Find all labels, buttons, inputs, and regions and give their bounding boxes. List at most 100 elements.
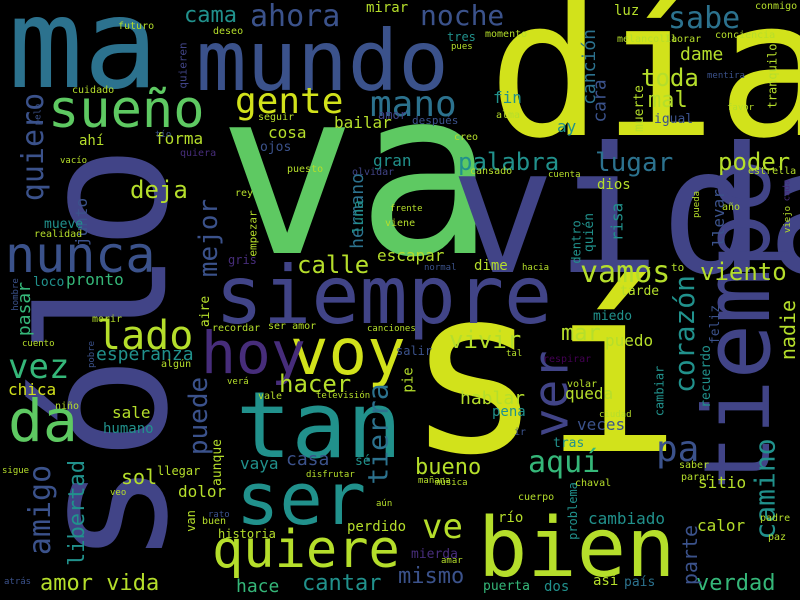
word: tal xyxy=(506,349,523,359)
word: casa xyxy=(286,449,330,470)
word: pobre xyxy=(87,340,98,369)
word: tarde xyxy=(620,284,660,299)
word: hace xyxy=(236,576,280,597)
word: nadie xyxy=(776,299,800,361)
word: puedo xyxy=(605,331,654,350)
word: puede xyxy=(184,376,215,456)
word: ser xyxy=(236,457,367,541)
word: tras xyxy=(553,436,585,451)
word: canciones xyxy=(367,324,416,334)
word: televisión xyxy=(316,391,371,401)
word: calor xyxy=(697,516,746,535)
word: cambiado xyxy=(588,509,666,528)
word: bailar xyxy=(334,113,392,132)
word: dame xyxy=(680,44,724,65)
word: algún xyxy=(161,359,192,370)
word: frente xyxy=(390,204,423,214)
word: calle xyxy=(297,251,370,279)
word: sale xyxy=(112,403,151,422)
word: realidad xyxy=(34,229,83,240)
word: morir xyxy=(92,314,123,325)
word: amigo xyxy=(23,464,59,556)
word: rey xyxy=(235,188,254,199)
word: música xyxy=(435,478,468,488)
word: gris xyxy=(228,253,257,267)
word: niño xyxy=(55,401,80,412)
word: poder xyxy=(718,148,791,176)
word: camino xyxy=(748,438,782,540)
word: igual xyxy=(654,112,694,127)
word: verdad xyxy=(696,571,776,596)
word: tres xyxy=(447,30,476,44)
word: noche xyxy=(420,0,505,32)
word: sitio xyxy=(698,473,747,492)
word: ojos xyxy=(260,140,292,155)
word: ve xyxy=(422,507,463,547)
word: nunca xyxy=(5,226,156,284)
word: deseo xyxy=(213,26,244,37)
word: hablar xyxy=(460,388,526,409)
word: melancolía xyxy=(617,34,678,45)
word: mirar xyxy=(366,0,409,16)
word: respirar xyxy=(543,354,592,365)
word: seguir xyxy=(258,112,295,123)
word: mal xyxy=(648,88,688,113)
word: empezar xyxy=(246,210,260,257)
word: disfrutar xyxy=(306,470,355,480)
word: vamos xyxy=(580,255,671,290)
word: ma xyxy=(8,0,159,117)
word: llevar xyxy=(708,189,728,247)
word: buen xyxy=(202,516,227,527)
word: día xyxy=(488,0,800,180)
word: mañana xyxy=(418,476,451,486)
word: alma xyxy=(496,110,521,121)
word: viejo xyxy=(783,205,794,234)
word: ciudad xyxy=(599,410,632,420)
word: veces xyxy=(577,415,626,434)
word: va xyxy=(218,41,495,308)
word: olvidar xyxy=(352,167,395,178)
word: recuerdo xyxy=(698,345,714,408)
word: cuerpo xyxy=(518,492,555,503)
word: forma xyxy=(155,129,204,148)
word: lugar xyxy=(595,148,674,178)
word: creo xyxy=(454,132,479,143)
word: recordar xyxy=(212,323,261,334)
word: sigue xyxy=(2,466,30,476)
word: cada xyxy=(782,179,793,202)
word: luna xyxy=(350,200,367,234)
word: mundo xyxy=(196,12,449,110)
word: momento xyxy=(485,29,528,40)
word: amar xyxy=(441,556,463,566)
word: vale xyxy=(258,391,283,402)
word: veo xyxy=(110,488,127,498)
word: puesto xyxy=(287,164,324,175)
word: quiere xyxy=(212,520,400,580)
word: vez xyxy=(8,347,70,387)
word: favor xyxy=(727,103,755,113)
word: ir xyxy=(514,427,527,438)
word: pueda xyxy=(692,190,703,219)
word: voy xyxy=(290,316,406,390)
word: corazón xyxy=(668,274,702,394)
word: perdido xyxy=(347,519,407,535)
word: padre xyxy=(760,513,791,524)
word: ahora xyxy=(250,0,341,34)
word: humano xyxy=(103,421,154,437)
word: aunque xyxy=(209,439,225,486)
word: salir xyxy=(396,344,433,358)
word: gente xyxy=(235,81,344,122)
word: chaval xyxy=(575,478,612,489)
word: quién xyxy=(582,212,598,253)
word: risa xyxy=(607,202,627,242)
word: pelo xyxy=(33,103,44,126)
word: rato xyxy=(208,510,230,520)
word: libertad xyxy=(64,460,90,566)
word: país xyxy=(624,575,656,590)
word: cuento xyxy=(22,339,55,349)
word: to xyxy=(671,261,685,274)
word: llegar xyxy=(157,464,201,478)
word: mejor xyxy=(194,198,225,278)
word: ahí xyxy=(79,133,105,149)
